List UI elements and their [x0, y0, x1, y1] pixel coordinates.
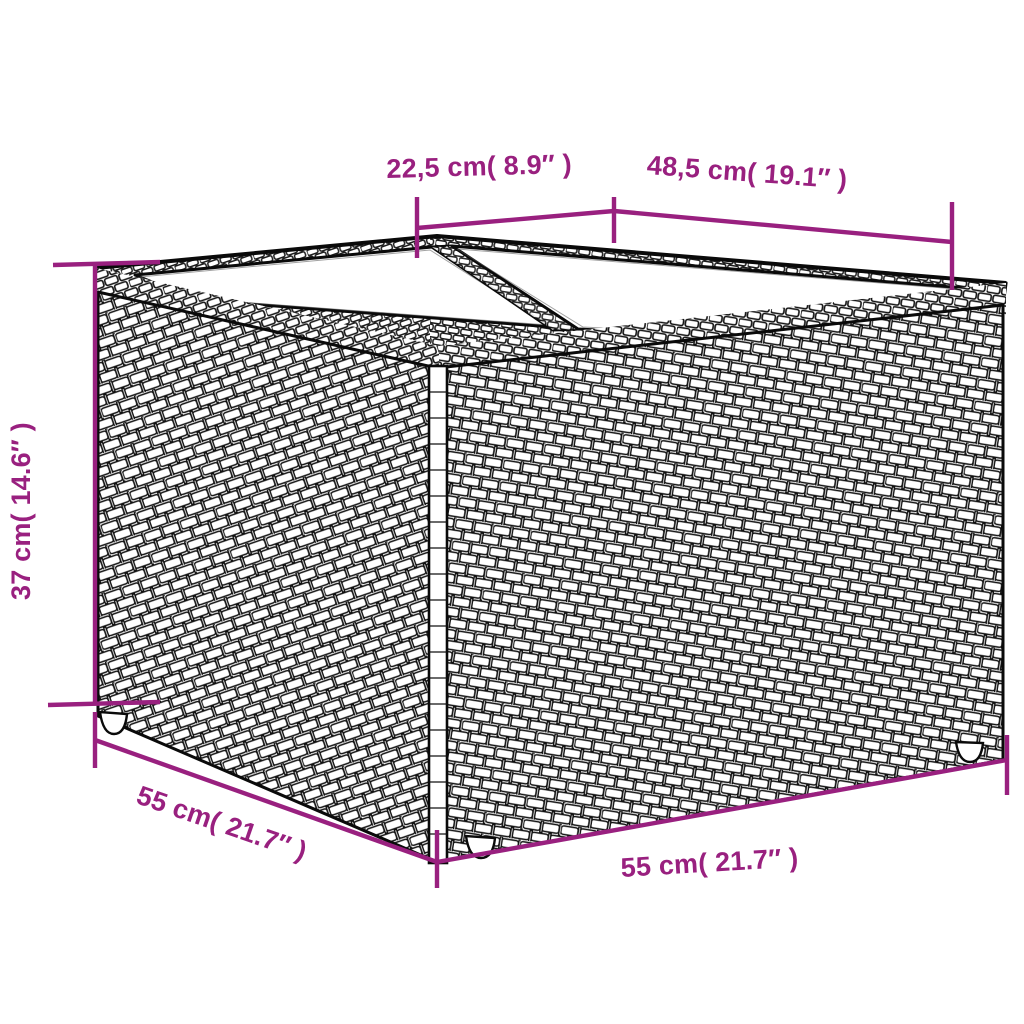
dim-top-right-segment [613, 202, 955, 290]
rattan-corner-post [427, 364, 449, 865]
dim-height [47, 259, 161, 708]
dimension-annotations [47, 197, 1010, 888]
dim-depth [92, 712, 440, 888]
woven-rattan-front-side [435, 303, 1005, 864]
foot-front-right [954, 740, 985, 764]
dim-ext-line-height-bottom [47, 699, 161, 708]
dimension-label-top-left: 22,5 cm( 8.9″ ) [385, 148, 573, 184]
dim-line-depth [94, 737, 438, 865]
woven-rattan-left-side [96, 290, 439, 864]
foot-left-rear [98, 710, 129, 736]
dim-ext-line-height-top [52, 259, 161, 268]
rear-top-edge [95, 234, 1007, 285]
dimension-label-height: 37 cm( 14.6″ ) [6, 422, 36, 600]
dim-top-left-segment [414, 197, 617, 258]
dim-line-top-right [613, 208, 953, 245]
dim-line-width [436, 757, 1008, 865]
table-feet [98, 710, 985, 860]
dim-line-top-left [416, 208, 615, 231]
dim-width [436, 735, 1010, 865]
